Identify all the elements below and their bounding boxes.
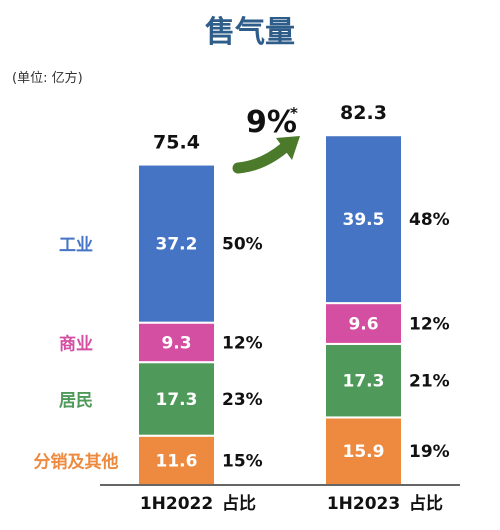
legend-label: 工业: [59, 236, 93, 256]
bar-group: 11.6 15% 分销及其他 17.3 23% 居民 9.3 12% 商业 37.2 50% 工业 75…: [34, 102, 450, 514]
data-label: 39.5: [343, 210, 385, 230]
share-label: 48%: [409, 210, 450, 230]
share-label: 23%: [222, 390, 263, 410]
growth-arrow-head: [276, 136, 300, 160]
legend-label: 分销及其他: [34, 451, 119, 472]
bar-segment: [137, 163, 216, 324]
bar-segment: [324, 134, 403, 305]
data-label: 15.9: [343, 442, 385, 462]
share-column-label: 占比: [222, 493, 256, 514]
growth-arrow: [232, 142, 290, 174]
data-label: 37.2: [156, 235, 198, 255]
chart-title: 售气量: [205, 15, 295, 50]
bar-total-label: 75.4: [153, 132, 200, 154]
x-tick-label: 1H2023: [327, 494, 400, 514]
share-label: 21%: [409, 372, 450, 392]
data-label: 17.3: [343, 372, 385, 392]
legend-label: 商业: [59, 333, 93, 354]
share-label: 15%: [222, 451, 263, 471]
share-label: 12%: [222, 333, 263, 353]
bar-segment: [324, 302, 403, 345]
share-label: 50%: [222, 235, 263, 255]
bar-segment: [324, 342, 403, 419]
share-label: 12%: [409, 315, 450, 335]
share-column-label: 占比: [409, 493, 443, 514]
x-tick-label: 1H2022: [140, 494, 213, 514]
unit-note: (单位: 亿方): [12, 70, 83, 86]
growth-mark: *: [290, 104, 298, 122]
data-label: 17.3: [156, 390, 198, 410]
growth-value: 9%: [246, 105, 297, 140]
data-label: 9.6: [348, 315, 378, 335]
data-label: 11.6: [156, 451, 198, 471]
bar-total-label: 82.3: [340, 102, 387, 124]
data-label: 9.3: [161, 333, 191, 353]
share-label: 19%: [409, 442, 450, 462]
bar-segment: [137, 321, 216, 364]
legend-label: 居民: [59, 391, 93, 411]
